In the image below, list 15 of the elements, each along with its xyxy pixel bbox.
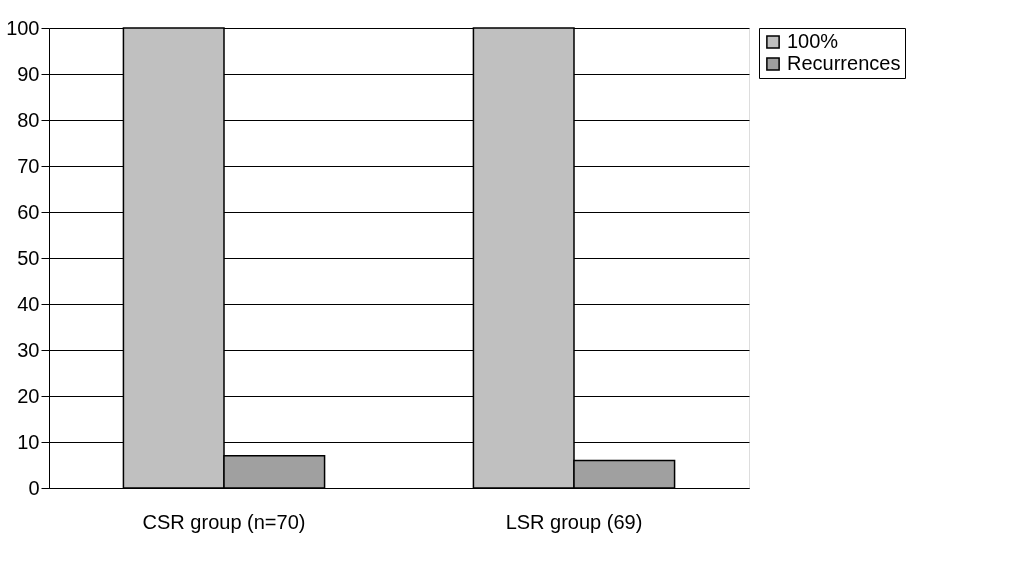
y-tick-label: 50 [17, 246, 40, 269]
y-tick-label: 60 [17, 200, 40, 223]
legend-label: 100% [787, 30, 839, 52]
y-tick-label: 70 [17, 154, 40, 177]
y-tick-label: 30 [17, 338, 40, 361]
x-tick-label: CSR group (n=70) [142, 510, 306, 533]
y-tick-label: 10 [17, 430, 40, 453]
legend-label: Recurrences [787, 52, 901, 74]
y-tick-label: 20 [17, 384, 40, 407]
y-tick-label: 0 [28, 476, 40, 499]
y-tick-label: 90 [17, 62, 40, 85]
y-tick-label: 40 [17, 292, 40, 315]
y-tick-label: 80 [17, 108, 40, 131]
x-tick-label: LSR group (69) [505, 510, 643, 533]
y-tick-label: 100 [6, 16, 40, 39]
